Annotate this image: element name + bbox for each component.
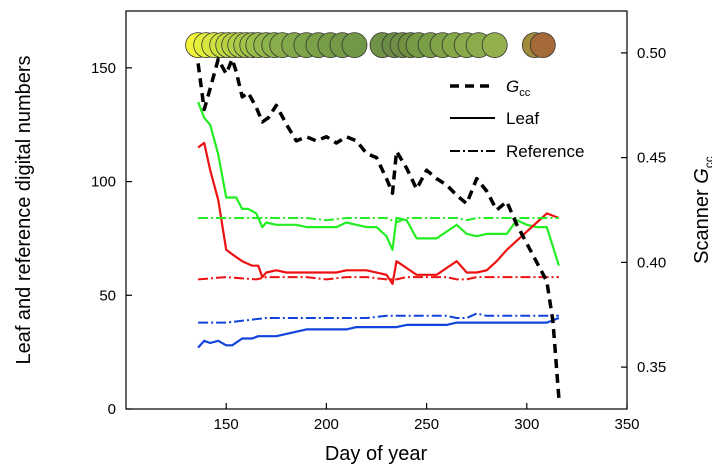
y-left-tick-label: 0: [108, 401, 116, 418]
color-circle-marker: [481, 32, 508, 58]
y-axis-right-title: Scanner Gcc: [691, 156, 712, 264]
series-line-green-reference: [198, 217, 559, 224]
x-tick-label: 150: [214, 416, 239, 433]
series-line-red-leaf: [197, 141, 560, 285]
y-right-tick-label: 0.35: [637, 359, 666, 376]
y-right-tick-label: 0.50: [637, 45, 666, 62]
y-right-tick-label: 0.45: [637, 150, 666, 167]
plot-frame: [125, 10, 628, 410]
series-line-gcc-gcc: [196, 57, 561, 399]
legend-leaf-label: Leaf: [506, 109, 539, 128]
y-axis-right-title-italic: G: [691, 168, 712, 184]
x-tick-label: 250: [414, 416, 439, 433]
legend-gcc-label: Gcc: [506, 77, 531, 99]
y-axis-right-title-main: Scanner: [691, 184, 712, 264]
y-right-tick-label: 0.40: [637, 254, 666, 271]
legend-reference-label: Reference: [506, 142, 584, 161]
x-tick-label: 200: [314, 416, 339, 433]
y-left-tick-label: 50: [99, 287, 116, 304]
x-tick-label: 300: [514, 416, 539, 433]
series-line-blue-reference: [198, 312, 559, 324]
y-axis-left-title: Leaf and reference digital numbers: [13, 55, 35, 364]
color-circle-marker: [341, 32, 368, 58]
series-line-green-leaf: [197, 101, 560, 267]
series-line-red-reference: [198, 276, 559, 281]
legend: Gcc Leaf Reference: [450, 77, 584, 161]
legend-gcc-italic: G: [506, 77, 519, 96]
series-line-blue-leaf: [197, 316, 560, 349]
y-axis-right-title-sub: cc: [702, 156, 712, 168]
y-left-tick-label: 150: [91, 60, 116, 77]
color-circle-marker: [529, 32, 556, 58]
y-left-tick-label: 100: [91, 174, 116, 191]
x-axis-title: Day of year: [325, 443, 428, 465]
legend-gcc-sub: cc: [519, 87, 531, 99]
x-tick-label: 350: [614, 416, 639, 433]
